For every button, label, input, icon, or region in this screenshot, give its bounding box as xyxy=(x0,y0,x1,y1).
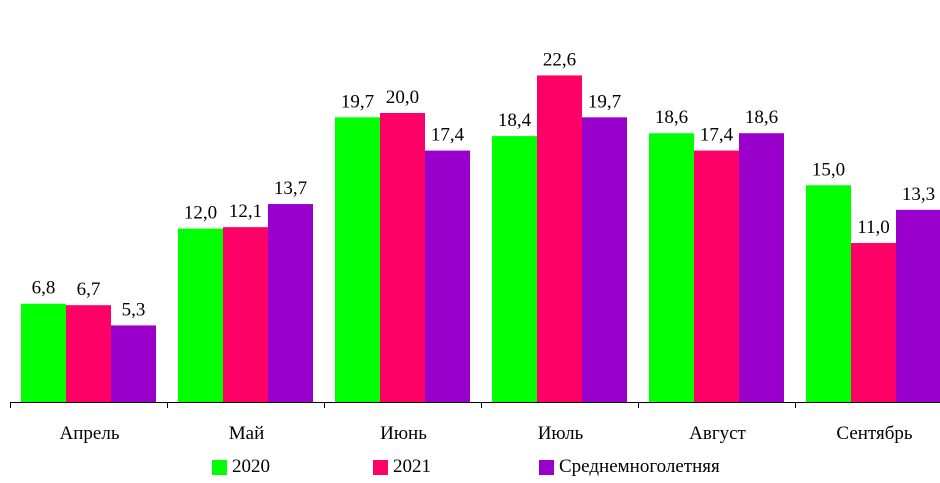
legend-swatch-average xyxy=(539,459,554,475)
legend-swatch-2021 xyxy=(373,459,388,475)
value-label-2021-2: 12,1 xyxy=(229,201,262,222)
bar-2020-3 xyxy=(335,117,380,403)
legend-swatch-2020 xyxy=(212,459,227,475)
value-label-2020-6: 15,0 xyxy=(812,159,845,180)
bar-average-2 xyxy=(268,204,313,402)
bar-2021-1 xyxy=(66,305,111,402)
legend-label-2020: 2020 xyxy=(232,456,270,477)
category-label-1: Апрель xyxy=(60,423,120,444)
bar-2021-4 xyxy=(537,75,582,403)
value-label-average-6: 13,3 xyxy=(902,184,935,205)
category-label-2: Май xyxy=(229,423,265,444)
value-label-2021-4: 22,6 xyxy=(543,49,576,70)
value-label-2021-5: 17,4 xyxy=(700,125,734,146)
bar-average-4 xyxy=(582,117,627,403)
bar-2020-1 xyxy=(21,303,66,402)
legend-item-average: Среднемноголетняя xyxy=(539,456,720,478)
bar-2021-3 xyxy=(380,113,425,402)
bars-group xyxy=(21,75,940,403)
bar-average-5 xyxy=(739,133,784,403)
value-label-average-2: 13,7 xyxy=(274,178,307,199)
bar-2021-6 xyxy=(851,243,896,402)
value-label-average-4: 19,7 xyxy=(588,91,621,112)
bar-2020-4 xyxy=(492,136,537,402)
value-label-2020-1: 6,8 xyxy=(32,278,56,299)
bar-average-6 xyxy=(896,209,940,402)
bar-average-1 xyxy=(111,325,156,402)
legend-item-2020: 2020 xyxy=(212,456,270,478)
value-label-2020-2: 12,0 xyxy=(184,203,217,224)
bar-2021-2 xyxy=(223,227,268,402)
category-label-3: Июнь xyxy=(380,423,427,444)
value-labels-group: 6,8 6,7 5,3 12,0 12,1 13,7 19,7 20,0 17,4 18,4 22,… xyxy=(32,49,936,320)
value-label-2020-4: 18,4 xyxy=(498,110,532,131)
bar-2020-2 xyxy=(178,228,223,402)
value-label-average-5: 18,6 xyxy=(745,107,778,128)
bar-2020-5 xyxy=(649,133,694,403)
category-label-4: Июль xyxy=(538,423,584,444)
bar-average-3 xyxy=(425,150,470,402)
legend-label-average: Среднемноголетняя xyxy=(559,456,720,477)
legend-item-2021: 2021 xyxy=(373,456,431,478)
category-label-5: Август xyxy=(689,423,746,444)
legend-label-2021: 2021 xyxy=(393,456,431,477)
x-axis xyxy=(10,402,940,408)
legend: 2020 2021 Среднемноголетняя xyxy=(0,456,940,482)
value-label-2020-5: 18,6 xyxy=(655,107,688,128)
value-label-average-1: 5,3 xyxy=(122,299,146,320)
value-label-2021-3: 20,0 xyxy=(386,87,419,108)
value-label-2021-6: 11,0 xyxy=(857,217,890,238)
category-labels-group: Апрель Май Июнь Июль Август Сентябрь xyxy=(60,423,913,444)
bar-2020-6 xyxy=(806,185,851,402)
value-label-average-3: 17,4 xyxy=(431,125,465,146)
bar-2021-5 xyxy=(694,150,739,402)
category-label-6: Сентябрь xyxy=(836,423,912,444)
value-label-2021-1: 6,7 xyxy=(77,279,101,300)
value-label-2020-3: 19,7 xyxy=(341,91,374,112)
